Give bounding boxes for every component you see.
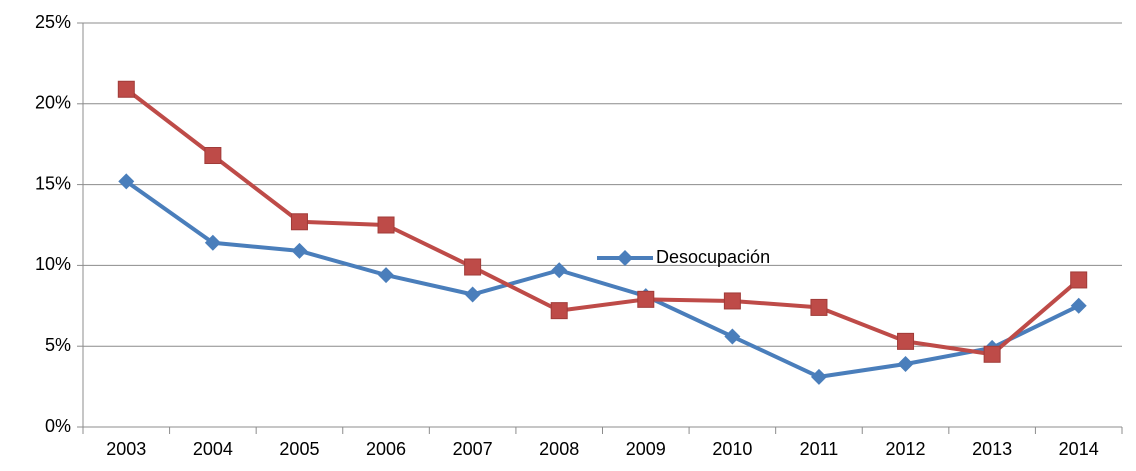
marker xyxy=(1070,297,1087,314)
x-tick-label: 2012 xyxy=(886,439,926,459)
marker xyxy=(377,216,395,234)
marker xyxy=(118,173,135,190)
x-tick-label: 2008 xyxy=(539,439,579,459)
marker xyxy=(117,80,135,98)
marker xyxy=(550,302,568,320)
marker xyxy=(551,262,568,279)
marker xyxy=(464,286,481,303)
series-line xyxy=(125,179,1080,379)
marker xyxy=(617,250,633,266)
x-tick-label: 2004 xyxy=(193,439,233,459)
x-tick-label: 2010 xyxy=(712,439,752,459)
x-tick-label: 2009 xyxy=(626,439,666,459)
y-tick-label: 20% xyxy=(35,93,71,113)
marker xyxy=(291,242,308,259)
x-tick-label: 2013 xyxy=(972,439,1012,459)
marker xyxy=(723,292,741,310)
marker xyxy=(897,355,914,372)
y-tick-label: 0% xyxy=(45,416,71,436)
y-tick-label: 5% xyxy=(45,335,71,355)
x-tick-label: 2007 xyxy=(453,439,493,459)
marker xyxy=(810,368,827,385)
x-tick-label: 2005 xyxy=(279,439,319,459)
x-tick-label: 2014 xyxy=(1059,439,1099,459)
y-tick-label: 25% xyxy=(35,12,71,32)
marker xyxy=(204,234,221,251)
y-tick-label: 15% xyxy=(35,173,71,193)
marker xyxy=(724,328,741,345)
marker xyxy=(637,290,655,308)
x-tick-label: 2011 xyxy=(800,439,839,459)
x-tick-label: 2006 xyxy=(366,439,406,459)
legend-label: Desocupación xyxy=(656,247,770,267)
series-line xyxy=(125,87,1081,357)
marker xyxy=(810,298,828,316)
marker xyxy=(464,258,482,276)
y-tick-label: 10% xyxy=(35,254,71,274)
marker xyxy=(983,345,1001,363)
marker xyxy=(204,147,222,165)
marker xyxy=(290,213,308,231)
x-tick-label: 2003 xyxy=(106,439,146,459)
marker xyxy=(378,267,395,284)
marker xyxy=(1070,271,1088,289)
marker xyxy=(897,332,915,350)
